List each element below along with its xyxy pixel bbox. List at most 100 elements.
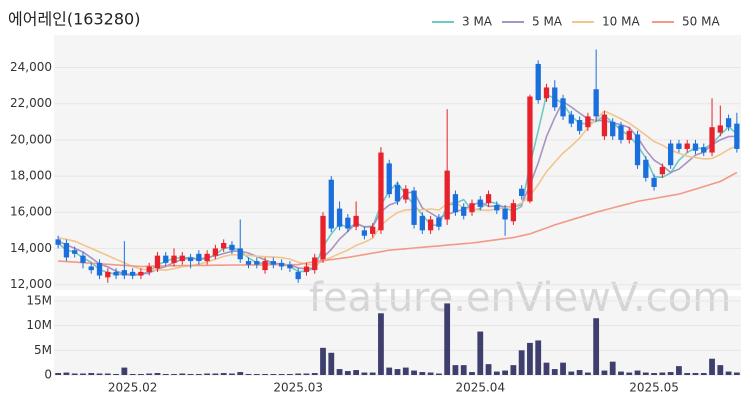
volume-bar xyxy=(187,374,194,375)
candle-body xyxy=(510,203,517,222)
volume-bar xyxy=(121,367,128,375)
y-tick-label: 16,000 xyxy=(10,205,52,219)
volume-bar xyxy=(618,371,624,375)
candle-body xyxy=(568,114,574,124)
ma-line xyxy=(58,171,738,268)
volume-bar xyxy=(204,373,211,375)
volume-bar xyxy=(444,303,451,375)
x-tick-label: 2025.05 xyxy=(629,381,679,395)
volume-bar xyxy=(287,374,293,375)
candle-body xyxy=(494,205,500,211)
volume-bar xyxy=(195,374,202,375)
volume-bar xyxy=(593,318,600,375)
y-tick-label: 14,000 xyxy=(10,241,52,255)
volume-bar xyxy=(129,374,136,375)
volume-bar xyxy=(543,362,550,375)
volume-bar xyxy=(725,371,732,375)
candle-body xyxy=(601,114,608,137)
volume-bar xyxy=(253,374,260,375)
volume-bar xyxy=(353,370,360,375)
volume-bar xyxy=(651,373,657,375)
candle-body xyxy=(105,271,111,278)
volume-bar xyxy=(113,374,119,375)
candle-body xyxy=(237,248,243,260)
candle-body xyxy=(618,125,624,140)
candle-body xyxy=(485,194,492,204)
candle-body xyxy=(378,152,384,231)
candle-body xyxy=(287,264,293,269)
volume-bar xyxy=(295,373,302,375)
volume-bar xyxy=(551,369,558,375)
candle-body xyxy=(610,121,616,137)
volume-bar xyxy=(369,372,376,375)
candle-body xyxy=(593,89,599,117)
candle-body xyxy=(254,261,260,265)
candle-body xyxy=(692,143,699,151)
candle-body xyxy=(444,170,450,220)
candle-body xyxy=(72,250,78,254)
volume-bar xyxy=(162,374,169,375)
volume-bar xyxy=(460,365,467,375)
candle-body xyxy=(320,215,326,260)
volume-bar xyxy=(394,369,401,375)
volume-bar xyxy=(212,373,219,375)
candle-body xyxy=(403,188,409,200)
candle-body xyxy=(527,96,533,202)
volume-bar xyxy=(311,373,318,375)
volume-bar xyxy=(63,372,70,375)
volume-bar xyxy=(477,331,484,375)
x-tick-label: 2025.02 xyxy=(108,381,158,395)
volume-bar xyxy=(104,373,111,375)
candle-body xyxy=(717,125,723,133)
volume-bar xyxy=(80,373,86,375)
candle-body xyxy=(477,199,483,207)
candle-body xyxy=(519,188,525,196)
candle-body xyxy=(353,215,359,227)
candle-body xyxy=(63,242,70,258)
candle-body xyxy=(394,185,401,202)
candle-body xyxy=(436,217,442,227)
volume-bar xyxy=(245,374,252,375)
candle-body xyxy=(659,167,666,175)
volume-tick-label: 10M xyxy=(26,318,52,332)
candle-body xyxy=(163,255,169,263)
candle-body xyxy=(270,261,276,265)
candle-body xyxy=(171,255,177,263)
candle-body xyxy=(626,130,632,140)
candle-body xyxy=(328,179,334,229)
volume-bar xyxy=(270,374,277,375)
volume-bar xyxy=(96,373,103,375)
volume-bar xyxy=(684,373,691,375)
volume-bar xyxy=(411,370,417,375)
candle-body xyxy=(96,262,103,276)
volume-bar xyxy=(493,371,500,375)
candle-body xyxy=(229,244,235,251)
candle-body xyxy=(560,98,566,117)
candle-body xyxy=(585,116,591,128)
y-tick-label: 24,000 xyxy=(10,60,52,74)
candle-body xyxy=(419,215,425,231)
x-tick-label: 2025.04 xyxy=(455,381,505,395)
candle-body xyxy=(221,242,227,249)
volume-bar xyxy=(378,313,384,375)
volume-bar xyxy=(320,347,326,375)
price-panel xyxy=(54,35,741,290)
candle-body xyxy=(552,87,558,108)
volume-bar xyxy=(626,372,633,375)
candle-body xyxy=(245,261,252,265)
volume-bar xyxy=(171,374,177,375)
volume-bar xyxy=(55,373,62,375)
y-tick-label: 12,000 xyxy=(10,277,52,291)
candle-body xyxy=(469,203,475,213)
volume-bar xyxy=(659,372,666,375)
candle-body xyxy=(667,143,674,166)
volume-bar xyxy=(220,373,227,375)
volume-bar xyxy=(502,370,508,375)
candle-body xyxy=(80,255,86,263)
volume-bar xyxy=(71,373,78,375)
y-tick-label: 22,000 xyxy=(10,96,52,110)
candle-body xyxy=(88,266,94,271)
volume-bar xyxy=(601,370,608,375)
